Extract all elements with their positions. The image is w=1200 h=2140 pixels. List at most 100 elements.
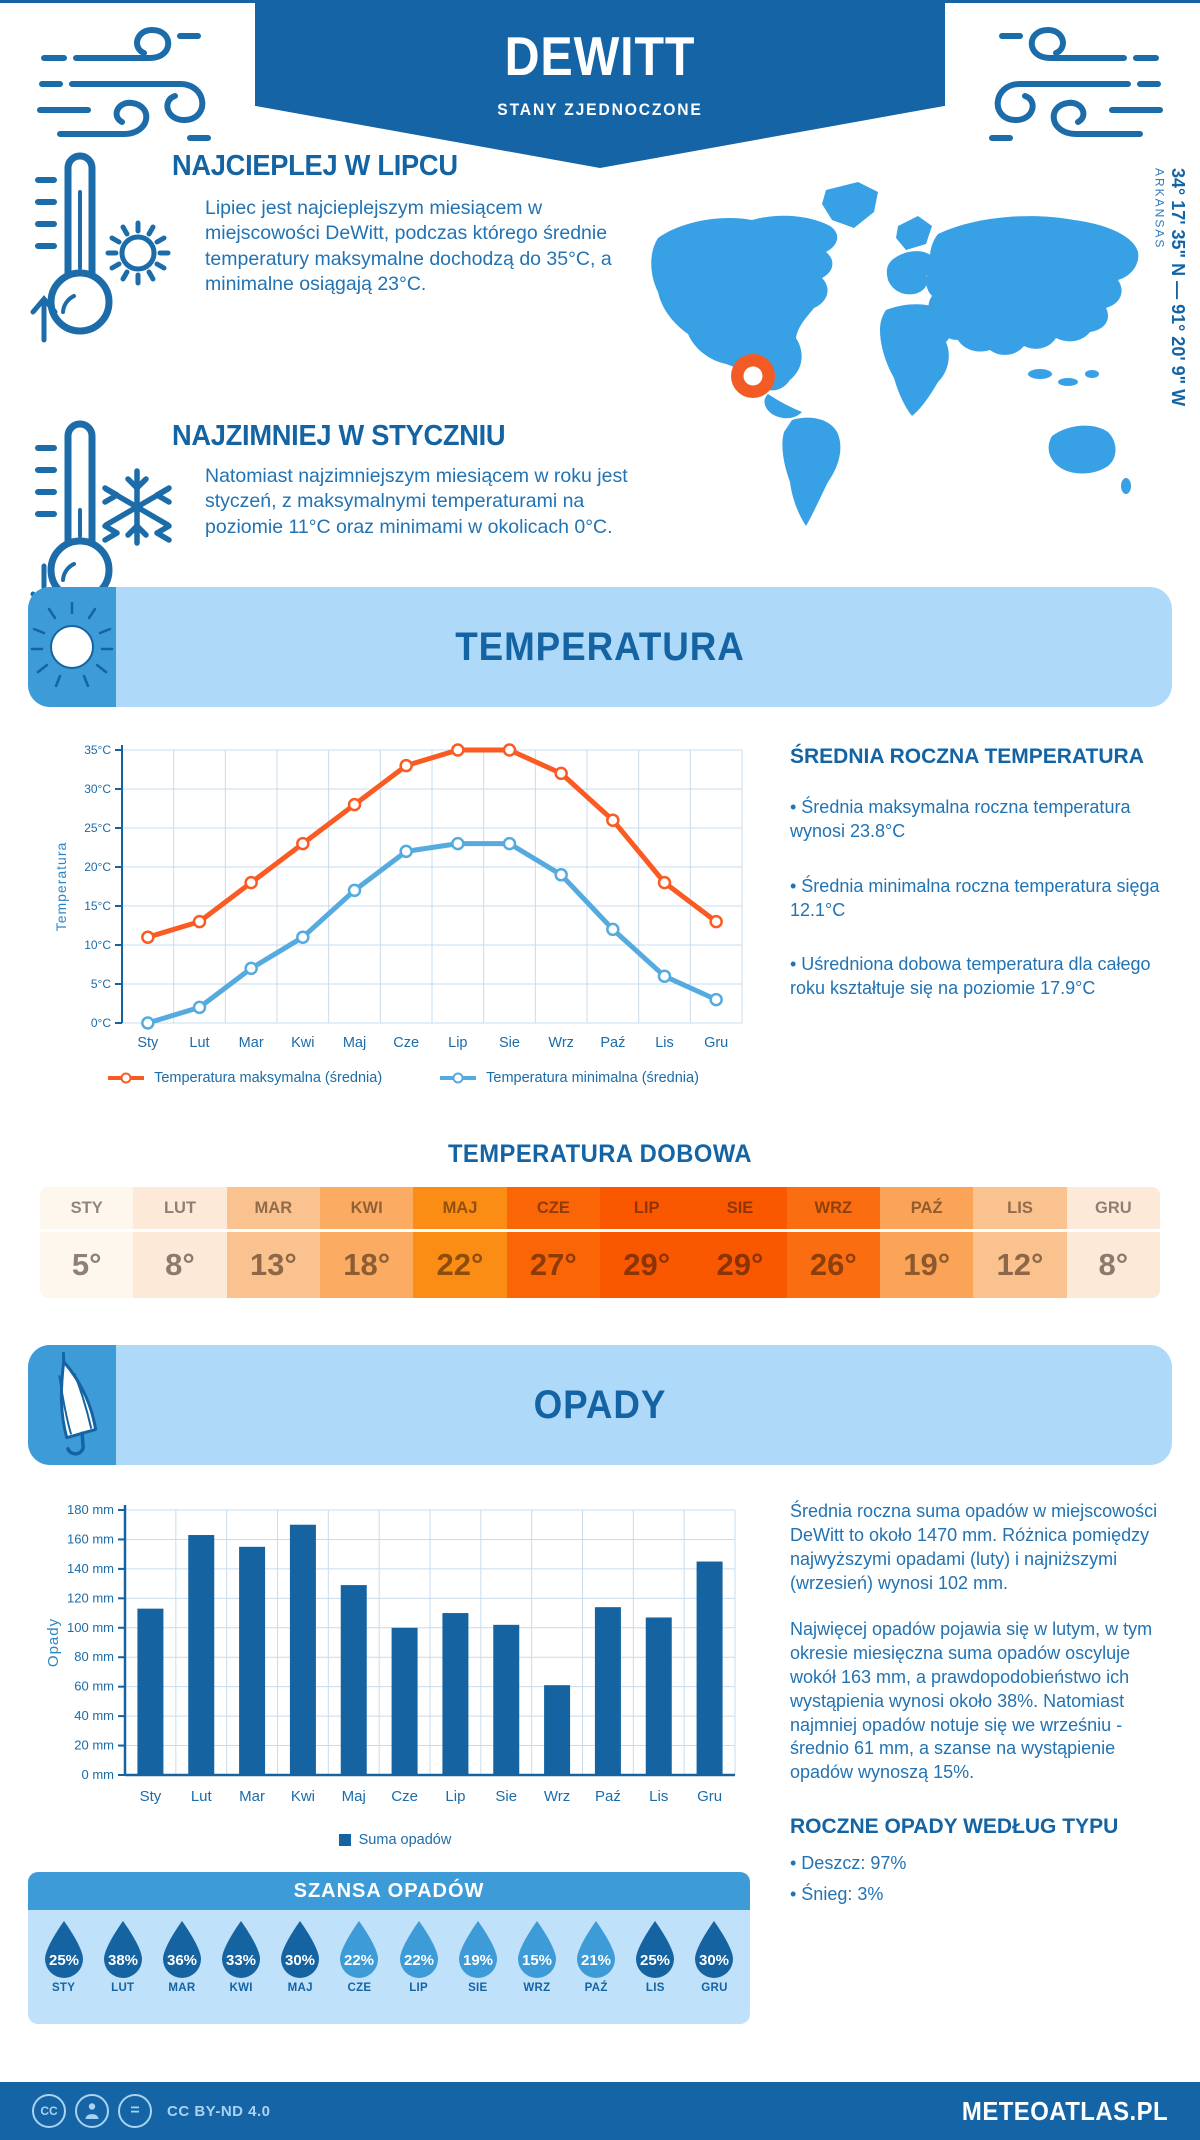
svg-text:Maj: Maj xyxy=(342,1788,366,1805)
svg-text:160 mm: 160 mm xyxy=(67,1531,114,1546)
svg-text:0°C: 0°C xyxy=(91,1016,111,1030)
svg-text:80 mm: 80 mm xyxy=(74,1649,114,1664)
daily-temp-month: CZE xyxy=(506,1187,600,1229)
annual-temperature-panel: ŚREDNIA ROCZNA TEMPERATURA • Średnia mak… xyxy=(790,745,1172,1001)
header-banner: DEWITT STANY ZJEDNOCZONE xyxy=(255,0,945,168)
world-map xyxy=(651,182,1139,526)
drop-month-label: LIS xyxy=(645,1982,665,1994)
daily-temp-month: PAŹ xyxy=(880,1187,974,1229)
daily-temp-month: MAR xyxy=(226,1187,320,1229)
daily-temp-month: LUT xyxy=(133,1187,227,1229)
daily-temp-value: 5° xyxy=(40,1232,134,1298)
svg-text:Paź: Paź xyxy=(595,1788,621,1805)
precip-chance-drop: 30% GRU xyxy=(685,1910,744,2024)
daily-temp-value: 8° xyxy=(133,1232,227,1298)
legend-item: Temperatura minimalna (średnia) xyxy=(438,1070,699,1086)
page-subtitle: STANY ZJEDNOCZONE xyxy=(497,100,703,119)
precipitation-section-title: OPADY xyxy=(533,1382,667,1427)
svg-text:Lis: Lis xyxy=(649,1788,668,1805)
svg-text:Lip: Lip xyxy=(448,1035,467,1051)
precip-type-bullet: • Śnieg: 3% xyxy=(790,1883,884,1904)
svg-text:22%: 22% xyxy=(404,1952,434,1969)
svg-text:Temperatura: Temperatura xyxy=(53,842,69,932)
precip-chance-drop: 22% CZE xyxy=(330,1910,389,2024)
svg-text:140 mm: 140 mm xyxy=(67,1561,114,1576)
svg-text:10°C: 10°C xyxy=(84,938,111,952)
coldest-title: NAJZIMNIEJ W STYCZNIU xyxy=(172,420,506,452)
raindrop-icon: 30% xyxy=(695,1921,734,1978)
raindrop-icon: 21% xyxy=(577,1921,616,1978)
precipitation-bar-chart: 0 mm 20 mm 40 mm 60 mm 80 mm 100 mm 120 mm 140 … xyxy=(45,1502,736,1805)
drop-month-label: MAJ xyxy=(287,1982,313,1994)
svg-text:20 mm: 20 mm xyxy=(74,1738,114,1753)
raindrop-icon: 22% xyxy=(340,1921,379,1978)
svg-text:Opady: Opady xyxy=(45,1618,62,1667)
svg-text:Maj: Maj xyxy=(343,1035,366,1051)
svg-text:15%: 15% xyxy=(522,1952,552,1969)
svg-text:Cze: Cze xyxy=(393,1035,419,1051)
svg-text:15°C: 15°C xyxy=(84,899,111,913)
precip-chance-drop: 19% SIE xyxy=(448,1910,507,2024)
svg-text:30%: 30% xyxy=(699,1952,729,1969)
svg-text:30%: 30% xyxy=(285,1952,315,1969)
drop-month-label: CZE xyxy=(347,1982,372,1994)
annual-temp-bullet: • Średnia maksymalna roczna temperatura … xyxy=(790,797,1131,842)
daily-temp-value: 19° xyxy=(880,1232,974,1298)
banner-umbrella-icon xyxy=(28,1345,116,1465)
svg-text:40 mm: 40 mm xyxy=(74,1708,114,1723)
daily-temp-month: LIS xyxy=(973,1187,1067,1229)
svg-text:Cze: Cze xyxy=(391,1788,418,1805)
cc-icon: CC xyxy=(32,2094,66,2128)
svg-text:Mar: Mar xyxy=(239,1035,264,1051)
svg-text:Kwi: Kwi xyxy=(291,1788,315,1805)
raindrop-icon: 25% xyxy=(636,1921,675,1978)
site-name[interactable]: METEOATLAS.PL xyxy=(961,2095,1168,2126)
svg-text:25%: 25% xyxy=(640,1952,670,1969)
footer: CC = CC BY-ND 4.0 METEOATLAS.PL xyxy=(0,2082,1200,2140)
daily-temp-value: 8° xyxy=(1066,1232,1160,1298)
svg-text:Kwi: Kwi xyxy=(291,1035,314,1051)
precip-chance-drop: 21% PAŹ xyxy=(567,1910,626,2024)
svg-text:35°C: 35°C xyxy=(84,743,111,757)
daily-temp-month: GRU xyxy=(1066,1187,1160,1229)
daily-temp-month: LIP xyxy=(600,1187,694,1229)
temperature-section-banner: TEMPERATURA xyxy=(28,587,1172,707)
svg-text:Sie: Sie xyxy=(499,1035,520,1051)
daily-temperature-table: STY LUT MAR KWI MAJ CZE LIP SIE WRZ PAŹ LIS GRU 5° 8°… xyxy=(40,1187,1160,1298)
annual-temp-bullet: • Średnia minimalna roczna temperatura s… xyxy=(790,875,1160,920)
svg-text:Sty: Sty xyxy=(140,1788,162,1805)
drop-month-label: LIP xyxy=(409,1982,429,1994)
precip-chance-drop: 22% LIP xyxy=(389,1910,448,2024)
snowflake-icon xyxy=(102,468,172,546)
svg-text:Mar: Mar xyxy=(239,1788,265,1805)
svg-text:25°C: 25°C xyxy=(84,821,111,835)
precip-chance-section: SZANSA OPADÓW 25% STY 38% LUT 36% MAR 33% KWI 30… xyxy=(28,1872,750,2024)
precip-chance-drop: 30% MAJ xyxy=(271,1910,330,2024)
raindrop-icon: 22% xyxy=(399,1921,438,1978)
svg-text:Wrz: Wrz xyxy=(548,1035,574,1051)
temperature-chart-legend: Temperatura maksymalna (średnia) Temperat… xyxy=(50,1070,755,1086)
raindrop-icon: 33% xyxy=(222,1921,261,1978)
precip-chance-drop: 25% LIS xyxy=(626,1910,685,2024)
no-derivatives-icon: = xyxy=(118,2094,152,2128)
daily-temp-value: 12° xyxy=(973,1232,1067,1298)
precipitation-paragraph: Najwięcej opadów pojawia się w lutym, w … xyxy=(790,1618,1153,1783)
map-coordinates-block: 34° 17' 35" N — 91° 20' 9" W ARKANSAS xyxy=(1151,168,1188,568)
drop-month-label: STY xyxy=(51,1982,76,1994)
raindrop-icon: 15% xyxy=(517,1921,556,1978)
svg-text:Lut: Lut xyxy=(191,1788,213,1805)
daily-temp-value: 22° xyxy=(413,1232,507,1298)
svg-text:Sty: Sty xyxy=(137,1035,159,1051)
raindrop-icon: 25% xyxy=(44,1921,83,1978)
svg-text:120 mm: 120 mm xyxy=(67,1590,114,1605)
svg-text:180 mm: 180 mm xyxy=(67,1502,114,1517)
svg-text:Wrz: Wrz xyxy=(544,1788,570,1805)
drop-month-label: WRZ xyxy=(523,1982,551,1994)
precip-chance-title: SZANSA OPADÓW xyxy=(28,1872,750,1910)
warmest-title: NAJCIEPLEJ W LIPCU xyxy=(172,150,458,182)
legend-item: Suma opadów xyxy=(338,1832,451,1848)
svg-text:Lis: Lis xyxy=(655,1035,674,1051)
raindrop-icon: 38% xyxy=(103,1921,142,1978)
svg-text:33%: 33% xyxy=(226,1952,256,1969)
precip-chance-drop: 25% STY xyxy=(34,1910,93,2024)
